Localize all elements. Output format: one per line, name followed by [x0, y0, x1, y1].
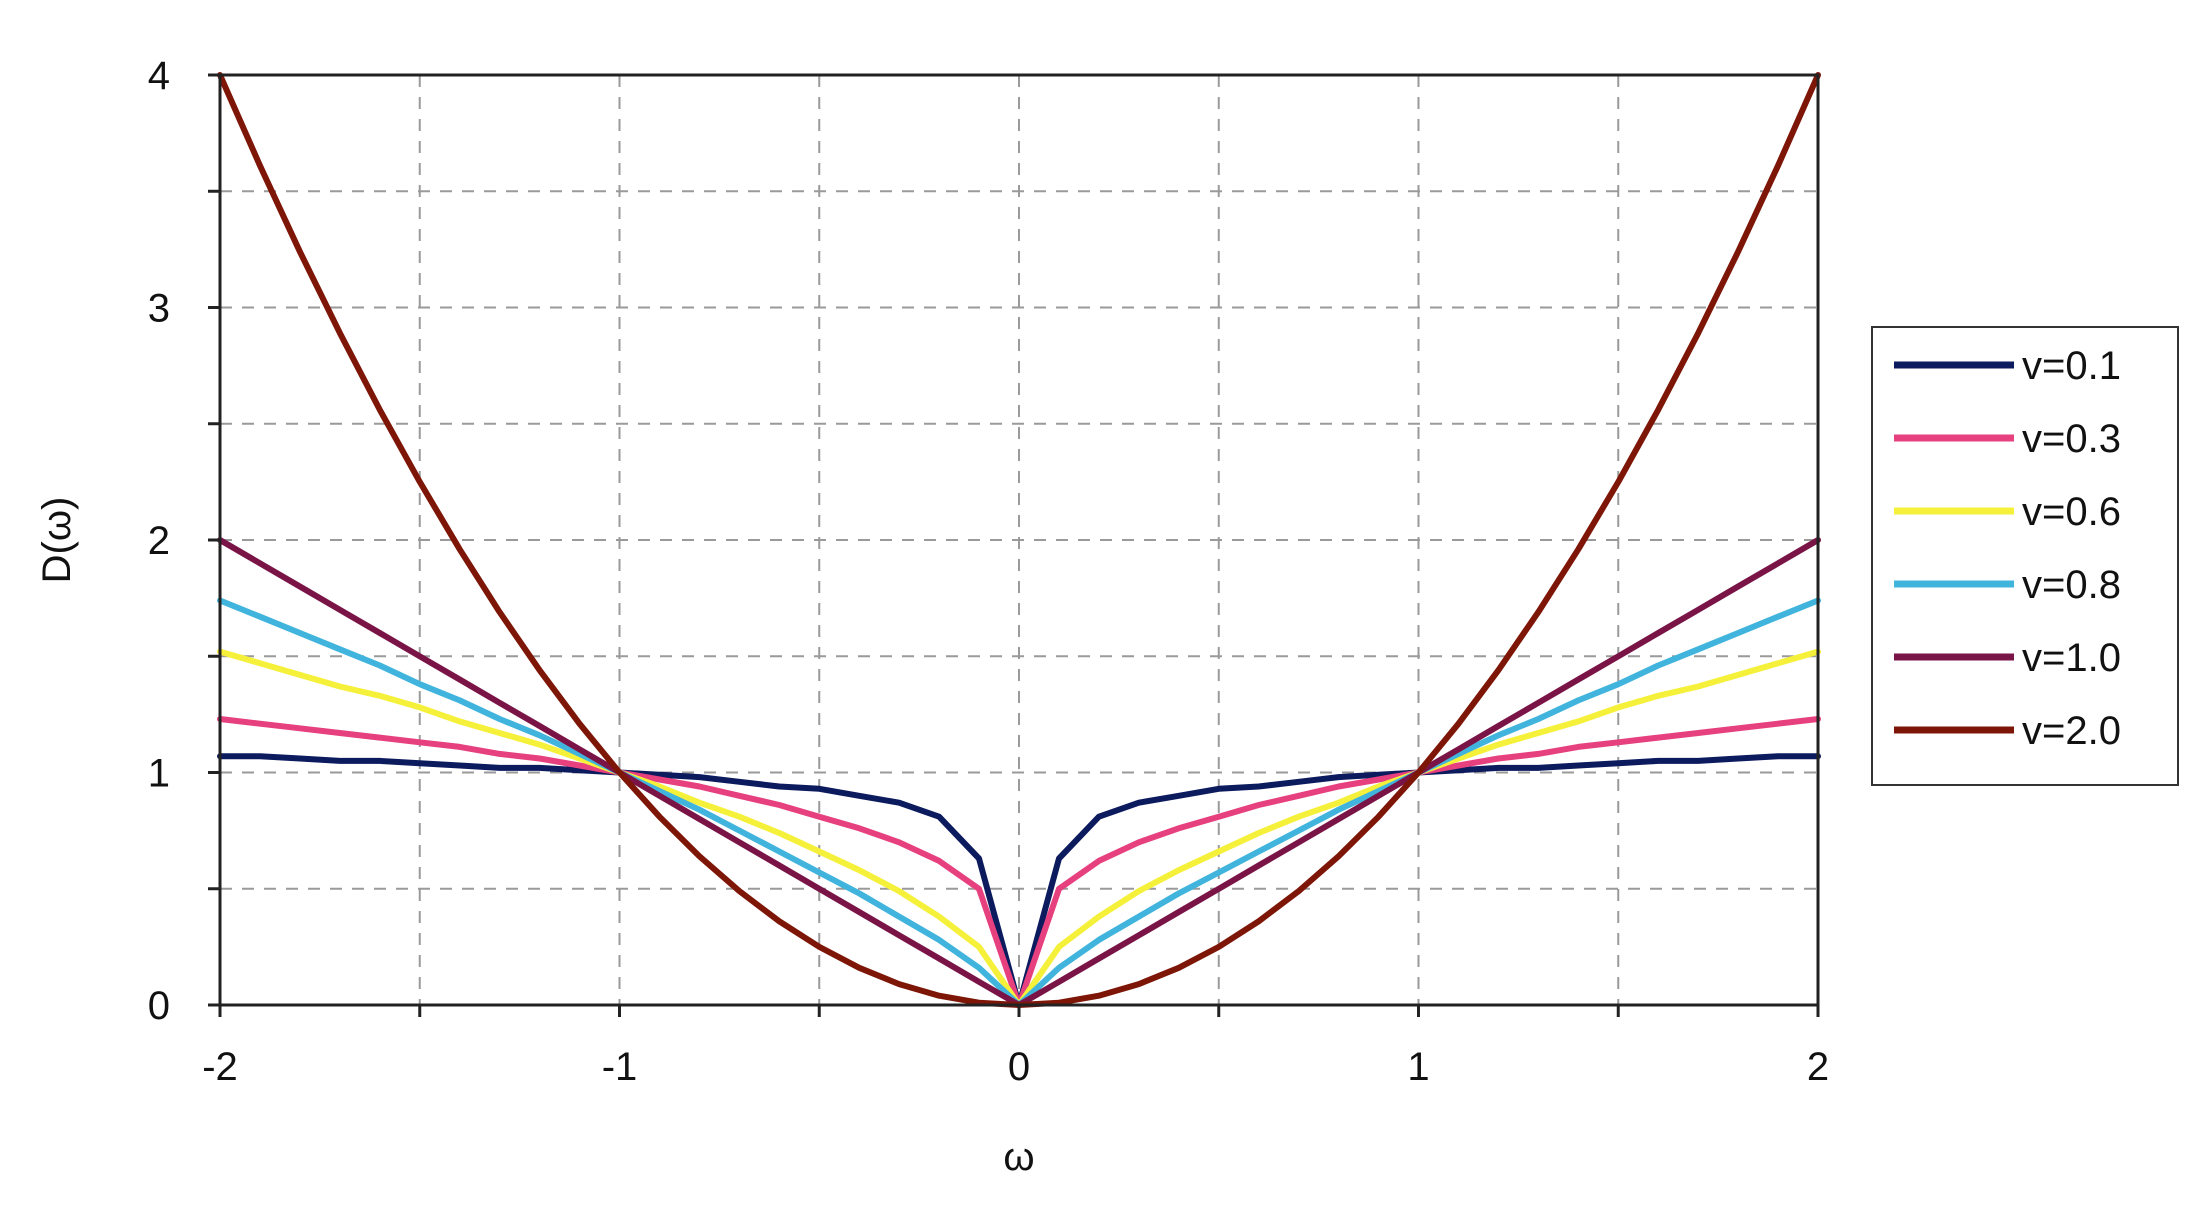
- x-axis-title: ω: [1003, 1135, 1034, 1179]
- x-tick-label: 0: [1008, 1045, 1030, 1089]
- legend-label: v=1.0: [2022, 636, 2121, 680]
- x-tick-label: -2: [202, 1045, 238, 1089]
- y-tick-label: 4: [148, 54, 170, 98]
- y-tick-label: 1: [148, 752, 170, 796]
- x-tick-label: -1: [602, 1045, 638, 1089]
- grid: [220, 75, 1818, 1005]
- x-tick-label: 1: [1407, 1045, 1429, 1089]
- legend: v=0.1 v=0.3 v=0.6 v=0.8 v=1.0 v=2.0: [1871, 326, 2179, 786]
- legend-label: v=0.6: [2022, 490, 2121, 534]
- axis-ticks: -2 -1 0 1 2 0 1 2 3 4: [148, 54, 1829, 1089]
- legend-box: [1871, 326, 2179, 786]
- legend-label: v=0.3: [2022, 417, 2121, 461]
- y-tick-label: 0: [148, 984, 170, 1028]
- y-axis-title: D(ω): [35, 497, 79, 584]
- legend-label: v=2.0: [2022, 709, 2121, 753]
- legend-label: v=0.1: [2022, 344, 2121, 388]
- y-tick-label: 2: [148, 519, 170, 563]
- legend-label: v=0.8: [2022, 563, 2121, 607]
- y-tick-label: 3: [148, 287, 170, 331]
- x-tick-label: 2: [1807, 1045, 1829, 1089]
